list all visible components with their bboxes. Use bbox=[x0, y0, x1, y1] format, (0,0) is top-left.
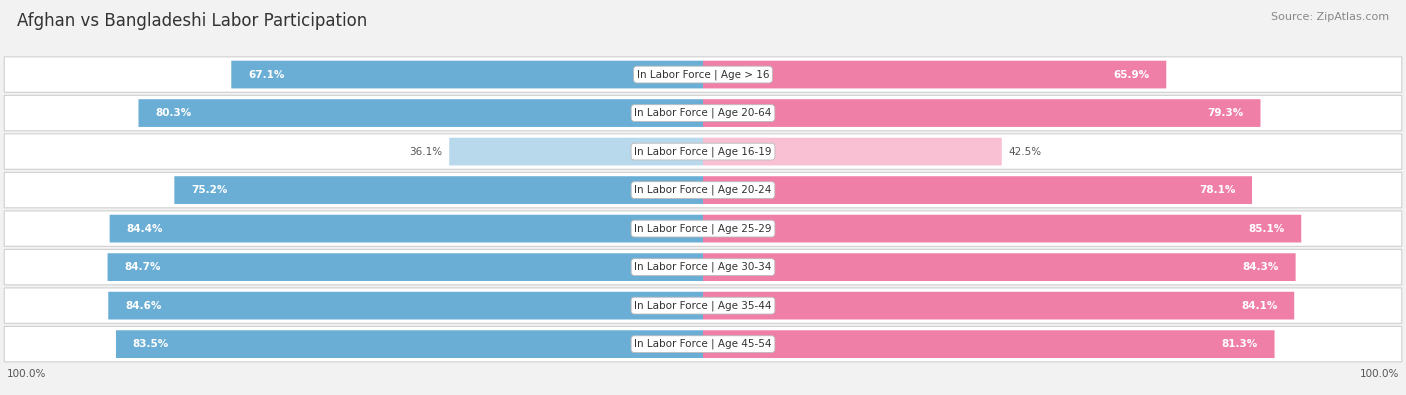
Text: In Labor Force | Age 20-24: In Labor Force | Age 20-24 bbox=[634, 185, 772, 196]
Text: 42.5%: 42.5% bbox=[1010, 147, 1042, 156]
FancyBboxPatch shape bbox=[703, 138, 1002, 166]
FancyBboxPatch shape bbox=[703, 215, 1302, 243]
FancyBboxPatch shape bbox=[4, 326, 1402, 362]
FancyBboxPatch shape bbox=[703, 99, 1261, 127]
FancyBboxPatch shape bbox=[703, 61, 1167, 88]
Text: 83.5%: 83.5% bbox=[132, 339, 169, 349]
FancyBboxPatch shape bbox=[110, 215, 703, 243]
Text: 84.1%: 84.1% bbox=[1241, 301, 1277, 310]
Text: Source: ZipAtlas.com: Source: ZipAtlas.com bbox=[1271, 12, 1389, 22]
FancyBboxPatch shape bbox=[139, 99, 703, 127]
FancyBboxPatch shape bbox=[115, 330, 703, 358]
Text: In Labor Force | Age 30-34: In Labor Force | Age 30-34 bbox=[634, 262, 772, 273]
Text: 78.1%: 78.1% bbox=[1199, 185, 1236, 195]
Text: 84.3%: 84.3% bbox=[1243, 262, 1279, 272]
FancyBboxPatch shape bbox=[703, 176, 1251, 204]
Text: 65.9%: 65.9% bbox=[1114, 70, 1150, 79]
Text: In Labor Force | Age 45-54: In Labor Force | Age 45-54 bbox=[634, 339, 772, 350]
Text: 81.3%: 81.3% bbox=[1222, 339, 1258, 349]
FancyBboxPatch shape bbox=[174, 176, 703, 204]
Text: 100.0%: 100.0% bbox=[1360, 369, 1399, 379]
Text: 67.1%: 67.1% bbox=[249, 70, 284, 79]
Text: 85.1%: 85.1% bbox=[1249, 224, 1285, 233]
Text: 79.3%: 79.3% bbox=[1208, 108, 1244, 118]
FancyBboxPatch shape bbox=[232, 61, 703, 88]
Text: In Labor Force | Age 35-44: In Labor Force | Age 35-44 bbox=[634, 300, 772, 311]
FancyBboxPatch shape bbox=[703, 292, 1294, 320]
Text: In Labor Force | Age 16-19: In Labor Force | Age 16-19 bbox=[634, 146, 772, 157]
FancyBboxPatch shape bbox=[4, 211, 1402, 246]
Text: In Labor Force | Age 25-29: In Labor Force | Age 25-29 bbox=[634, 223, 772, 234]
FancyBboxPatch shape bbox=[4, 57, 1402, 92]
Text: Afghan vs Bangladeshi Labor Participation: Afghan vs Bangladeshi Labor Participatio… bbox=[17, 12, 367, 30]
Text: 84.6%: 84.6% bbox=[125, 301, 162, 310]
FancyBboxPatch shape bbox=[107, 253, 703, 281]
Text: In Labor Force | Age > 16: In Labor Force | Age > 16 bbox=[637, 69, 769, 80]
FancyBboxPatch shape bbox=[4, 95, 1402, 131]
FancyBboxPatch shape bbox=[108, 292, 703, 320]
FancyBboxPatch shape bbox=[4, 288, 1402, 324]
Text: 100.0%: 100.0% bbox=[7, 369, 46, 379]
Text: 80.3%: 80.3% bbox=[156, 108, 191, 118]
FancyBboxPatch shape bbox=[703, 253, 1296, 281]
Text: 84.4%: 84.4% bbox=[127, 224, 163, 233]
Text: 36.1%: 36.1% bbox=[409, 147, 441, 156]
Text: 84.7%: 84.7% bbox=[124, 262, 160, 272]
Text: In Labor Force | Age 20-64: In Labor Force | Age 20-64 bbox=[634, 108, 772, 118]
FancyBboxPatch shape bbox=[4, 134, 1402, 169]
FancyBboxPatch shape bbox=[4, 249, 1402, 285]
FancyBboxPatch shape bbox=[703, 330, 1275, 358]
FancyBboxPatch shape bbox=[450, 138, 703, 166]
Text: 75.2%: 75.2% bbox=[191, 185, 228, 195]
FancyBboxPatch shape bbox=[4, 172, 1402, 208]
